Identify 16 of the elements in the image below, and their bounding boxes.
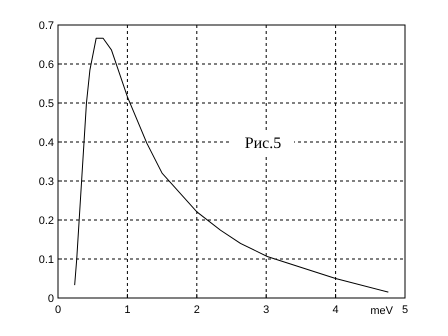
x-axis-title: meV: [370, 305, 394, 317]
annotation: Рис.5: [244, 135, 282, 152]
y-tick-label: 0.3: [38, 176, 54, 188]
x-tick-label: 2: [194, 304, 200, 316]
x-tick-label: 3: [263, 304, 270, 316]
y-tick-label: 0.6: [38, 59, 54, 71]
y-tick-label: 0.2: [38, 215, 54, 227]
y-tick-label: 0: [48, 293, 54, 305]
y-tick-label: 0.5: [38, 98, 54, 110]
y-tick-label: 0.4: [38, 137, 54, 149]
x-tick-label: 5: [402, 304, 408, 316]
x-tick-label: 4: [332, 304, 339, 316]
y-tick-label: 0.1: [38, 254, 54, 266]
x-tick-label: 0: [54, 304, 62, 316]
x-tick-label: 1: [124, 304, 130, 316]
y-tick-label: 0.7: [38, 20, 54, 32]
